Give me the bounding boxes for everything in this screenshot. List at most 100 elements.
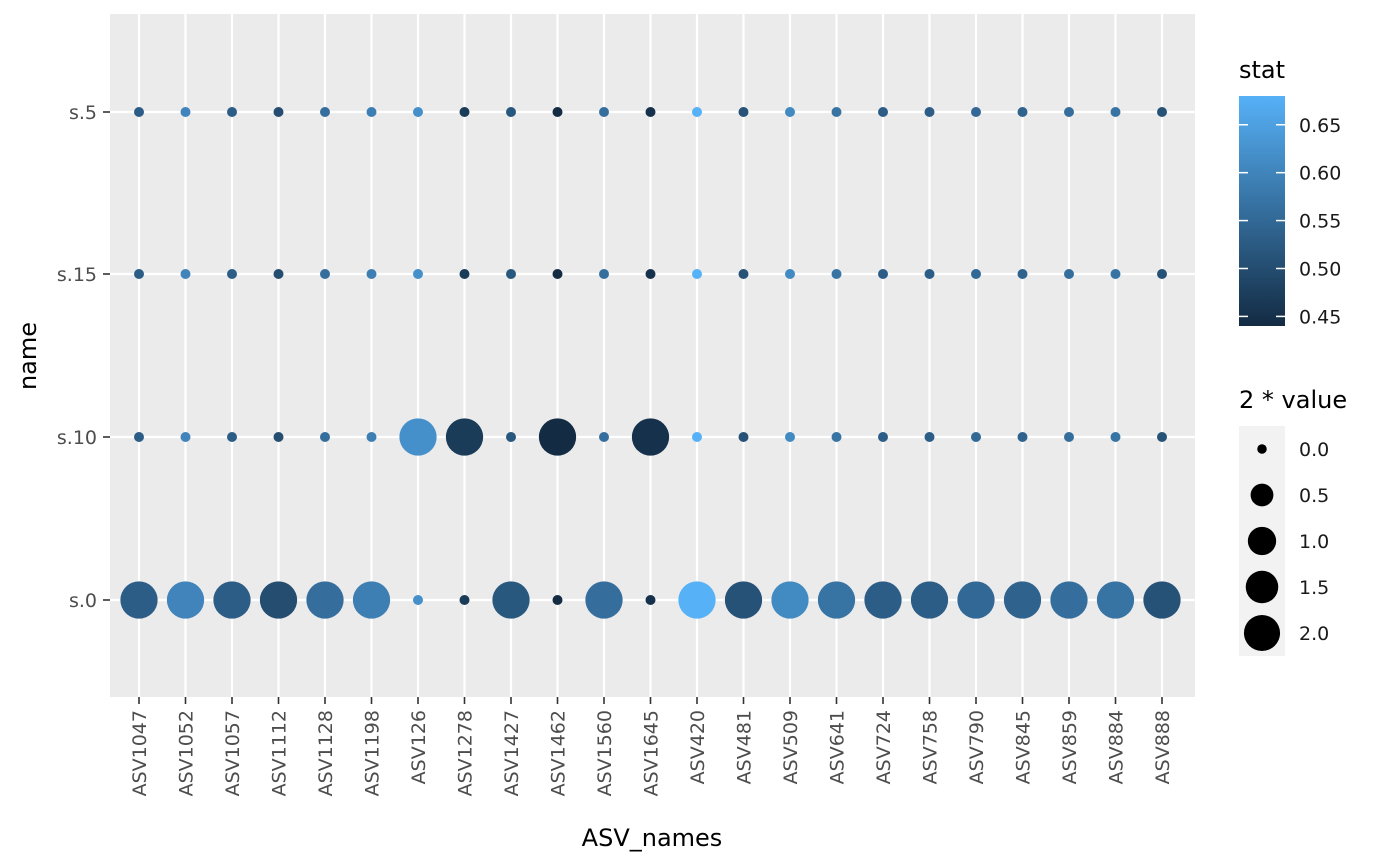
data-point xyxy=(1096,581,1135,619)
data-point xyxy=(924,432,935,442)
data-point xyxy=(831,432,842,442)
x-tick-label: ASV888 xyxy=(1152,710,1174,784)
size-legend-keys: 0.0 0.5 1.0 1.5 2.0 xyxy=(1243,439,1329,652)
data-point xyxy=(320,107,330,117)
x-tick-label: ASV1462 xyxy=(548,710,570,796)
data-point xyxy=(971,107,981,117)
x-tick-label: ASV641 xyxy=(827,710,849,784)
data-point xyxy=(552,269,563,279)
data-point xyxy=(817,581,856,619)
x-tick-label: ASV1198 xyxy=(362,710,384,796)
data-point xyxy=(366,269,377,279)
data-point xyxy=(1050,581,1088,619)
data-point xyxy=(306,581,344,619)
color-legend: stat 0.65 0.60 0.55 0.50 0.45 xyxy=(1239,56,1341,328)
data-point xyxy=(599,269,609,279)
data-point xyxy=(492,581,530,619)
data-point xyxy=(771,581,809,619)
data-point xyxy=(213,581,251,619)
data-point xyxy=(924,107,935,117)
color-legend-label: 0.50 xyxy=(1299,259,1341,281)
data-point xyxy=(459,107,470,117)
data-point xyxy=(1064,269,1074,279)
data-point xyxy=(120,581,158,619)
data-point xyxy=(971,269,981,279)
data-point xyxy=(1017,269,1028,279)
x-tick-label: ASV1278 xyxy=(455,710,477,796)
data-point xyxy=(785,269,795,279)
size-legend-label: 0.0 xyxy=(1299,439,1329,461)
size-legend-key xyxy=(1257,444,1267,454)
data-point xyxy=(785,107,795,117)
data-point xyxy=(413,107,423,117)
size-legend-title: 2 * value xyxy=(1239,386,1347,414)
data-point xyxy=(1110,269,1121,279)
data-point xyxy=(445,418,484,456)
size-legend: 2 * value 0.0 0.5 1.0 1.5 2.0 xyxy=(1239,386,1347,656)
x-tick-label: ASV420 xyxy=(687,710,709,784)
color-legend-label: 0.45 xyxy=(1299,306,1341,328)
x-tick-label: ASV1128 xyxy=(315,710,337,796)
data-point xyxy=(878,432,888,442)
size-legend-key xyxy=(1247,526,1277,556)
x-tick-label: ASV758 xyxy=(920,710,942,784)
data-point xyxy=(1157,107,1167,117)
data-point xyxy=(692,107,702,117)
data-point xyxy=(227,107,237,117)
data-point xyxy=(459,269,470,279)
data-point xyxy=(831,269,842,279)
data-point xyxy=(366,107,377,117)
data-point xyxy=(180,107,191,117)
y-tick-label: s.10 xyxy=(57,427,97,449)
data-point xyxy=(692,432,702,442)
data-points xyxy=(120,107,1181,619)
data-point xyxy=(134,269,144,279)
data-point xyxy=(413,595,423,605)
data-point xyxy=(599,107,609,117)
x-tick-label: ASV1427 xyxy=(501,710,523,796)
data-point xyxy=(273,107,284,117)
data-point xyxy=(1003,581,1042,619)
data-point xyxy=(924,269,935,279)
x-tick-label: ASV859 xyxy=(1059,710,1081,784)
data-point xyxy=(166,581,205,619)
data-point xyxy=(273,432,284,442)
size-legend-label: 2.0 xyxy=(1299,623,1329,645)
data-point xyxy=(506,107,516,117)
data-point xyxy=(878,269,888,279)
data-point xyxy=(864,581,902,619)
data-point xyxy=(459,595,470,605)
x-axis-title: ASV_names xyxy=(582,824,723,852)
size-legend-label: 0.5 xyxy=(1299,485,1329,507)
data-point xyxy=(631,418,670,456)
y-axis: s.0 s.10 s.15 s.5 xyxy=(57,102,110,612)
data-point xyxy=(552,107,563,117)
data-point xyxy=(399,418,437,456)
data-point xyxy=(1157,269,1167,279)
x-tick-label: ASV1560 xyxy=(594,710,616,796)
data-point xyxy=(1064,107,1074,117)
data-point xyxy=(320,432,330,442)
data-point xyxy=(724,581,763,619)
data-point xyxy=(878,107,888,117)
data-point xyxy=(831,107,842,117)
y-tick-label: s.5 xyxy=(69,102,97,124)
x-tick-label: ASV1052 xyxy=(176,710,198,796)
x-tick-label: ASV126 xyxy=(408,710,430,784)
x-tick-label: ASV1645 xyxy=(641,710,663,796)
data-point xyxy=(910,581,949,619)
data-point xyxy=(180,269,191,279)
data-point xyxy=(1143,581,1181,619)
data-point xyxy=(678,581,716,619)
x-axis: ASV1047 ASV1052 ASV1057 ASV1112 ASV1128 ASV11… xyxy=(129,697,1174,796)
data-point xyxy=(259,581,298,619)
data-point xyxy=(1017,107,1028,117)
y-tick-label: s.15 xyxy=(57,264,97,286)
x-tick-label: ASV845 xyxy=(1013,710,1035,784)
data-point xyxy=(366,432,377,442)
size-legend-label: 1.0 xyxy=(1299,531,1329,553)
x-tick-label: ASV1112 xyxy=(269,710,291,796)
color-legend-ticks: 0.65 0.60 0.55 0.50 0.45 xyxy=(1239,115,1341,328)
data-point xyxy=(134,107,144,117)
